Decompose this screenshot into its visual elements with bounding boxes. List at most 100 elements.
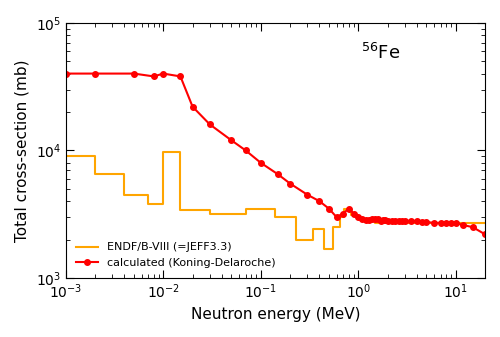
- Line: calculated (Koning-Delaroche): calculated (Koning-Delaroche): [63, 71, 488, 237]
- ENDF/B-VIII (=JEFF3.3): [330, 247, 336, 251]
- calculated (Koning-Delaroche): [316, 199, 322, 203]
- ENDF/B-VIII (=JEFF3.3): [482, 221, 488, 225]
- calculated (Koning-Delaroche): [304, 193, 310, 197]
- calculated (Koning-Delaroche): [408, 219, 414, 223]
- calculated (Koning-Delaroche): [160, 71, 166, 75]
- calculated (Koning-Delaroche): [392, 219, 398, 223]
- ENDF/B-VIII (=JEFF3.3): [310, 227, 316, 232]
- ENDF/B-VIII (=JEFF3.3): [272, 207, 278, 211]
- ENDF/B-VIII (=JEFF3.3): [207, 212, 213, 216]
- Legend: ENDF/B-VIII (=JEFF3.3), calculated (Koning-Delaroche): ENDF/B-VIII (=JEFF3.3), calculated (Koni…: [72, 238, 280, 272]
- calculated (Koning-Delaroche): [190, 105, 196, 109]
- ENDF/B-VIII (=JEFF3.3): [293, 215, 299, 219]
- calculated (Koning-Delaroche): [438, 221, 444, 225]
- calculated (Koning-Delaroche): [370, 217, 376, 221]
- ENDF/B-VIII (=JEFF3.3): [242, 207, 248, 211]
- calculated (Koning-Delaroche): [242, 148, 248, 152]
- ENDF/B-VIII (=JEFF3.3): [348, 213, 354, 217]
- ENDF/B-VIII (=JEFF3.3): [293, 238, 299, 242]
- calculated (Koning-Delaroche): [363, 218, 369, 222]
- ENDF/B-VIII (=JEFF3.3): [207, 208, 213, 212]
- ENDF/B-VIII (=JEFF3.3): [178, 150, 184, 154]
- calculated (Koning-Delaroche): [382, 218, 388, 222]
- ENDF/B-VIII (=JEFF3.3): [322, 227, 328, 232]
- ENDF/B-VIII (=JEFF3.3): [363, 217, 369, 221]
- calculated (Koning-Delaroche): [151, 74, 157, 79]
- calculated (Koning-Delaroche): [131, 71, 137, 75]
- calculated (Koning-Delaroche): [334, 215, 340, 219]
- calculated (Koning-Delaroche): [460, 223, 466, 227]
- ENDF/B-VIII (=JEFF3.3): [272, 215, 278, 219]
- ENDF/B-VIII (=JEFF3.3): [424, 221, 430, 225]
- calculated (Koning-Delaroche): [258, 161, 264, 165]
- calculated (Koning-Delaroche): [419, 220, 425, 224]
- calculated (Koning-Delaroche): [63, 71, 69, 75]
- calculated (Koning-Delaroche): [424, 220, 430, 224]
- ENDF/B-VIII (=JEFF3.3): [384, 221, 390, 225]
- Text: $^{56}$Fe: $^{56}$Fe: [360, 43, 400, 63]
- calculated (Koning-Delaroche): [350, 212, 356, 216]
- ENDF/B-VIII (=JEFF3.3): [228, 212, 234, 216]
- Line: ENDF/B-VIII (=JEFF3.3): ENDF/B-VIII (=JEFF3.3): [66, 152, 485, 249]
- ENDF/B-VIII (=JEFF3.3): [337, 215, 343, 219]
- ENDF/B-VIII (=JEFF3.3): [92, 154, 98, 158]
- ENDF/B-VIII (=JEFF3.3): [363, 219, 369, 223]
- calculated (Koning-Delaroche): [287, 182, 293, 186]
- calculated (Koning-Delaroche): [275, 172, 281, 176]
- X-axis label: Neutron energy (MeV): Neutron energy (MeV): [190, 307, 360, 322]
- ENDF/B-VIII (=JEFF3.3): [402, 221, 407, 225]
- calculated (Koning-Delaroche): [228, 138, 234, 142]
- ENDF/B-VIII (=JEFF3.3): [92, 172, 98, 176]
- calculated (Koning-Delaroche): [340, 212, 346, 216]
- calculated (Koning-Delaroche): [372, 217, 378, 221]
- calculated (Koning-Delaroche): [388, 219, 394, 223]
- ENDF/B-VIII (=JEFF3.3): [342, 207, 347, 211]
- calculated (Koning-Delaroche): [346, 207, 352, 211]
- ENDF/B-VIII (=JEFF3.3): [63, 154, 69, 158]
- ENDF/B-VIII (=JEFF3.3): [228, 212, 234, 216]
- ENDF/B-VIII (=JEFF3.3): [178, 208, 184, 212]
- ENDF/B-VIII (=JEFF3.3): [160, 202, 166, 206]
- ENDF/B-VIII (=JEFF3.3): [342, 215, 347, 219]
- Y-axis label: Total cross-section (mb): Total cross-section (mb): [15, 59, 30, 242]
- calculated (Koning-Delaroche): [366, 218, 372, 222]
- calculated (Koning-Delaroche): [402, 219, 407, 223]
- calculated (Koning-Delaroche): [380, 218, 386, 222]
- calculated (Koning-Delaroche): [207, 122, 213, 126]
- calculated (Koning-Delaroche): [443, 221, 449, 225]
- calculated (Koning-Delaroche): [470, 225, 476, 229]
- ENDF/B-VIII (=JEFF3.3): [145, 193, 151, 197]
- ENDF/B-VIII (=JEFF3.3): [355, 217, 361, 221]
- calculated (Koning-Delaroche): [92, 71, 98, 75]
- ENDF/B-VIII (=JEFF3.3): [122, 193, 128, 197]
- calculated (Koning-Delaroche): [378, 219, 384, 223]
- calculated (Koning-Delaroche): [431, 221, 437, 225]
- calculated (Koning-Delaroche): [359, 217, 365, 221]
- ENDF/B-VIII (=JEFF3.3): [160, 150, 166, 154]
- calculated (Koning-Delaroche): [399, 219, 405, 223]
- ENDF/B-VIII (=JEFF3.3): [424, 221, 430, 225]
- calculated (Koning-Delaroche): [452, 221, 458, 225]
- calculated (Koning-Delaroche): [178, 74, 184, 79]
- ENDF/B-VIII (=JEFF3.3): [384, 221, 390, 225]
- ENDF/B-VIII (=JEFF3.3): [372, 219, 378, 223]
- ENDF/B-VIII (=JEFF3.3): [122, 172, 128, 176]
- ENDF/B-VIII (=JEFF3.3): [145, 202, 151, 206]
- calculated (Koning-Delaroche): [375, 217, 381, 221]
- ENDF/B-VIII (=JEFF3.3): [355, 213, 361, 217]
- calculated (Koning-Delaroche): [326, 207, 332, 211]
- calculated (Koning-Delaroche): [355, 215, 361, 219]
- calculated (Koning-Delaroche): [414, 219, 420, 223]
- ENDF/B-VIII (=JEFF3.3): [330, 225, 336, 229]
- calculated (Koning-Delaroche): [396, 219, 402, 223]
- calculated (Koning-Delaroche): [384, 219, 390, 223]
- ENDF/B-VIII (=JEFF3.3): [372, 221, 378, 225]
- calculated (Koning-Delaroche): [448, 221, 454, 225]
- ENDF/B-VIII (=JEFF3.3): [402, 221, 407, 225]
- ENDF/B-VIII (=JEFF3.3): [310, 238, 316, 242]
- ENDF/B-VIII (=JEFF3.3): [337, 225, 343, 229]
- ENDF/B-VIII (=JEFF3.3): [348, 207, 354, 211]
- ENDF/B-VIII (=JEFF3.3): [242, 212, 248, 216]
- calculated (Koning-Delaroche): [482, 232, 488, 236]
- ENDF/B-VIII (=JEFF3.3): [322, 247, 328, 251]
